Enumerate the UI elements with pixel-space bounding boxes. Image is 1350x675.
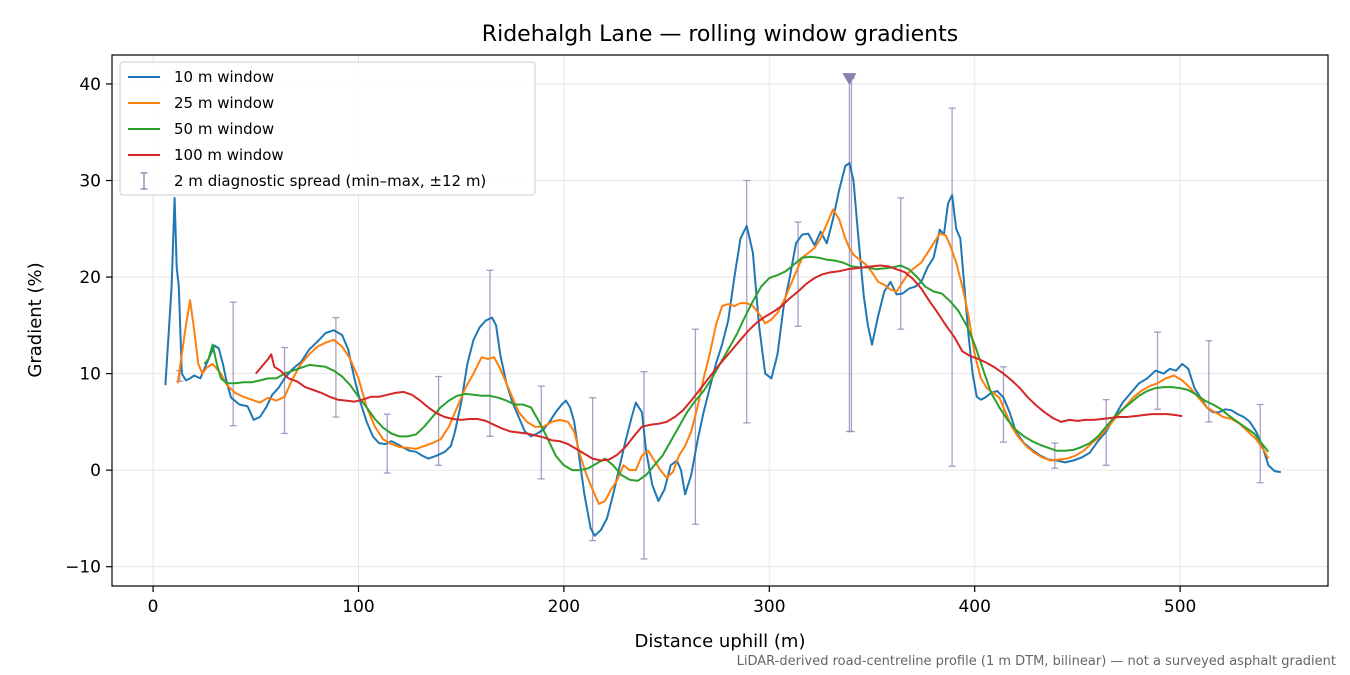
y-axis: −10 0 10 20 30 40 [65, 75, 112, 578]
y-tick-label: 10 [79, 365, 101, 385]
x-tick-label: 100 [342, 597, 374, 617]
legend-entry: 100 m window [174, 146, 284, 164]
series-line-3 [255, 264, 1183, 462]
y-tick-label: 0 [90, 461, 101, 481]
clipped-marker [842, 73, 857, 86]
x-axis: 0 100 200 300 400 500 [148, 586, 1196, 617]
y-tick-label: −10 [65, 558, 101, 578]
legend: 10 m window 25 m window 50 m window 100 m w… [119, 61, 536, 196]
footnote: LiDAR-derived road-centreline profile (1… [737, 654, 1336, 669]
x-tick-label: 300 [753, 597, 785, 617]
series-line-2 [203, 255, 1270, 482]
y-tick-label: 20 [79, 268, 101, 288]
chart-title: Ridehalgh Lane — rolling window gradient… [482, 22, 958, 47]
legend-entry: 2 m diagnostic spread (min–max, ±12 m) [174, 172, 486, 190]
x-tick-label: 200 [548, 597, 580, 617]
x-tick-label: 0 [148, 597, 159, 617]
y-tick-label: 30 [79, 172, 101, 192]
legend-entry: 25 m window [174, 94, 274, 112]
plot-area [164, 73, 1281, 560]
y-tick-label: 40 [79, 75, 101, 95]
x-axis-label: Distance uphill (m) [635, 631, 806, 652]
diagnostic-spread-series [176, 73, 1264, 560]
x-tick-label: 400 [958, 597, 990, 617]
series-line-1 [176, 208, 1270, 505]
x-tick-label: 500 [1164, 597, 1196, 617]
legend-entry: 50 m window [174, 120, 274, 138]
series-line-0 [164, 162, 1281, 537]
y-axis-label: Gradient (%) [25, 262, 46, 377]
legend-box [119, 61, 536, 196]
plot-frame [111, 54, 1329, 587]
legend-entry: 10 m window [174, 68, 274, 86]
